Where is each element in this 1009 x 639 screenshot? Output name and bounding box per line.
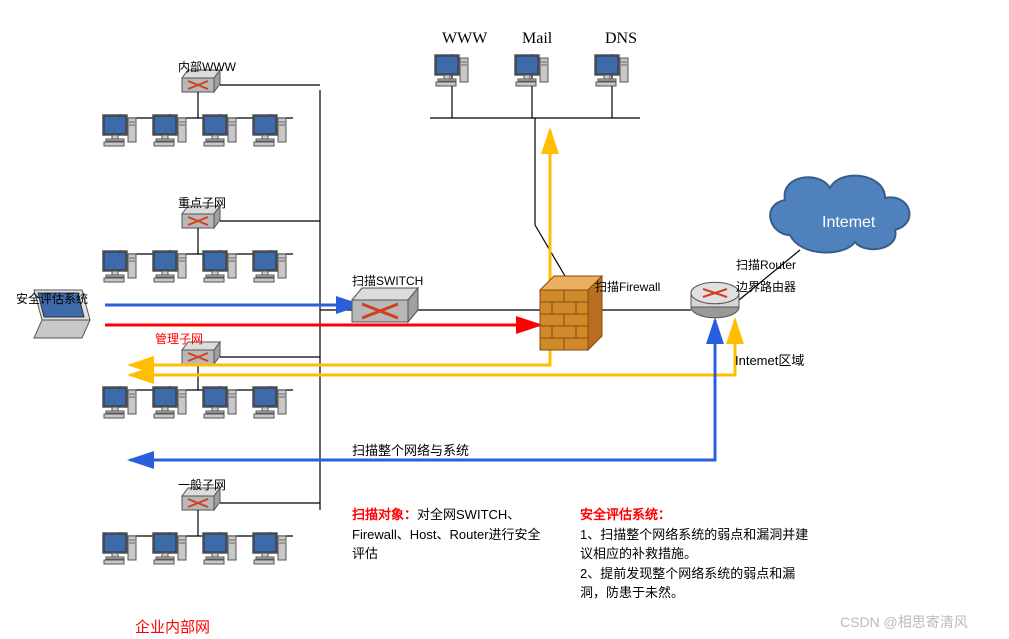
label-internet: Intemet [822, 214, 875, 232]
desc-sec-eval-title: 安全评估系统： [580, 505, 810, 525]
desc-sec-eval-line1: 1、扫描整个网络系统的弱点和漏洞并建议相应的补救措施。 [580, 525, 810, 564]
label-mgmt-subnet: 管理子网 [155, 330, 203, 347]
label-scan-switch: 扫描SWITCH [352, 272, 423, 289]
label-www: WWW [442, 30, 487, 48]
label-dns: DNS [605, 30, 637, 48]
label-mail: Mail [522, 30, 552, 48]
label-general-subnet: 一般子网 [178, 476, 226, 493]
label-key-subnet: 重点子网 [178, 194, 226, 211]
label-scan-firewall: 扫描Firewall [595, 278, 660, 295]
label-scan-whole: 扫描整个网络与系统 [352, 440, 469, 459]
label-enterprise-net: 企业内部网 [135, 616, 210, 637]
watermark: CSDN @相思寄清风 [840, 612, 968, 632]
desc-scan-target-title: 扫描对象： [352, 507, 417, 522]
desc-scan-target: 扫描对象：对全网SWITCH、Firewall、Host、Router进行安全评… [352, 505, 552, 564]
desc-sec-eval: 安全评估系统： 1、扫描整个网络系统的弱点和漏洞并建议相应的补救措施。 2、提前… [580, 505, 810, 603]
desc-sec-eval-line2: 2、提前发现整个网络系统的弱点和漏洞，防患于未然。 [580, 564, 810, 603]
label-scan-router: 扫描Router [736, 256, 796, 273]
label-border-router: 边界路由器 [736, 278, 796, 295]
label-internet-zone: Intemet区域 [735, 350, 804, 369]
label-internal-www: 内部WWW [178, 58, 236, 75]
label-sec-system: 安全评估系统 [16, 290, 88, 307]
